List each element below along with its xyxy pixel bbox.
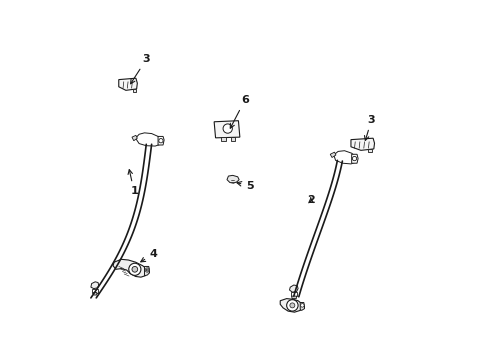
Circle shape (159, 139, 163, 143)
Text: 6: 6 (230, 95, 248, 128)
Circle shape (352, 157, 356, 161)
Polygon shape (333, 151, 356, 164)
Polygon shape (226, 175, 239, 183)
Polygon shape (291, 296, 296, 298)
Circle shape (128, 263, 141, 275)
Polygon shape (135, 133, 162, 146)
Polygon shape (133, 89, 136, 92)
Polygon shape (119, 78, 137, 90)
Circle shape (146, 269, 148, 271)
Polygon shape (144, 266, 149, 276)
Circle shape (132, 266, 138, 272)
Polygon shape (230, 137, 234, 141)
Text: 3: 3 (364, 115, 375, 140)
Text: 2: 2 (306, 195, 314, 205)
Text: 5: 5 (237, 181, 253, 191)
Polygon shape (367, 149, 371, 152)
Polygon shape (289, 285, 298, 292)
Polygon shape (113, 259, 147, 277)
Polygon shape (214, 121, 240, 138)
Circle shape (289, 303, 294, 308)
Text: 1: 1 (128, 170, 138, 196)
Circle shape (223, 124, 232, 133)
Polygon shape (93, 293, 97, 295)
Circle shape (286, 300, 298, 311)
Polygon shape (158, 136, 164, 145)
Polygon shape (329, 152, 335, 157)
Polygon shape (280, 298, 302, 312)
Circle shape (300, 303, 304, 307)
Polygon shape (351, 154, 357, 163)
Polygon shape (92, 289, 98, 293)
Polygon shape (91, 282, 99, 289)
Text: 4: 4 (141, 249, 158, 262)
Polygon shape (132, 135, 137, 141)
Text: 3: 3 (130, 54, 150, 84)
Circle shape (145, 268, 149, 272)
Polygon shape (290, 292, 297, 296)
Polygon shape (300, 302, 304, 310)
Polygon shape (221, 137, 225, 141)
Polygon shape (350, 138, 374, 150)
